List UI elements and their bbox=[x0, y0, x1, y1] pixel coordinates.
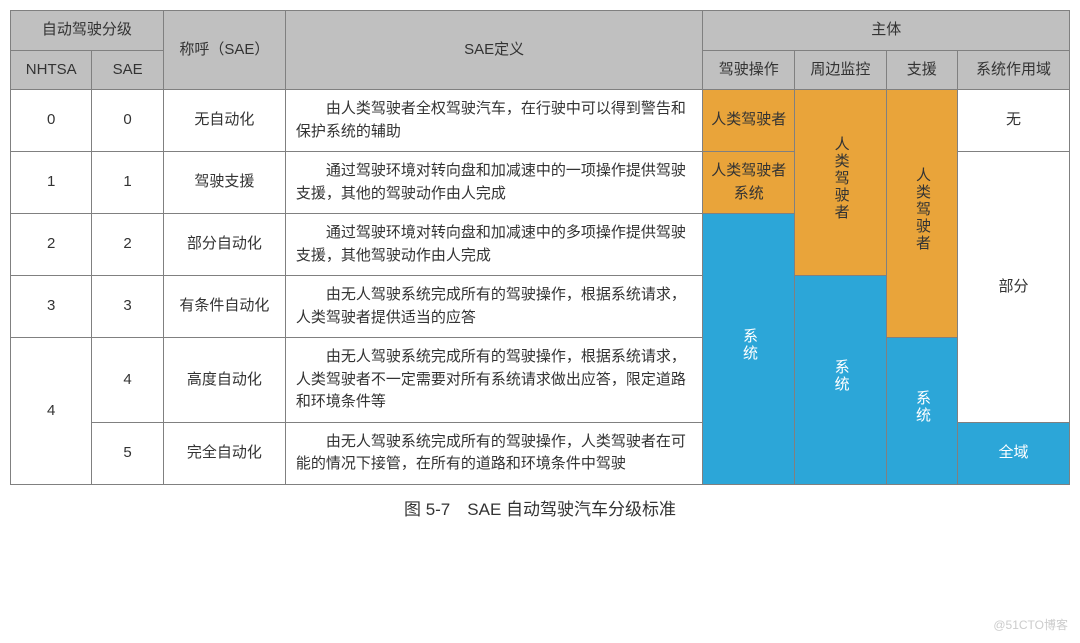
support-system-text: 系统 bbox=[911, 390, 934, 424]
cell-scope-none: 无 bbox=[957, 90, 1069, 152]
hdr-driving: 驾驶操作 bbox=[703, 50, 795, 90]
cell-nhtsa-4: 4 bbox=[11, 338, 92, 485]
cell-monitor-human: 人类驾驶者 bbox=[795, 90, 887, 276]
sae-levels-table: 自动驾驶分级 称呼（SAE） SAE定义 主体 NHTSA SAE 驾驶操作 周… bbox=[10, 10, 1070, 485]
hdr-name: 称呼（SAE） bbox=[163, 11, 285, 90]
table-row: 4 4 高度自动化 由无人驾驶系统完成所有的驾驶操作，根据系统请求，人类驾驶者不… bbox=[11, 338, 1070, 423]
cell-scope-partial: 部分 bbox=[957, 152, 1069, 423]
cell-name-4: 高度自动化 bbox=[163, 338, 285, 423]
watermark: @51CTO博客 bbox=[993, 616, 1068, 633]
cell-nhtsa-2: 2 bbox=[11, 214, 92, 276]
cell-def-0: 由人类驾驶者全权驾驶汽车，在行驶中可以得到警告和保护系统的辅助 bbox=[285, 90, 702, 152]
cell-sae-4: 4 bbox=[92, 338, 163, 423]
cell-name-0: 无自动化 bbox=[163, 90, 285, 152]
cell-name-2: 部分自动化 bbox=[163, 214, 285, 276]
cell-support-system: 系统 bbox=[886, 338, 957, 485]
hdr-definition: SAE定义 bbox=[285, 11, 702, 90]
hdr-scope: 系统作用域 bbox=[957, 50, 1069, 90]
cell-name-5: 完全自动化 bbox=[163, 422, 285, 484]
cell-name-1: 驾驶支援 bbox=[163, 152, 285, 214]
cell-name-3: 有条件自动化 bbox=[163, 276, 285, 338]
cell-nhtsa-0: 0 bbox=[11, 90, 92, 152]
cell-driving-1: 人类驾驶者系统 bbox=[703, 152, 795, 214]
monitor-system-text: 系统 bbox=[829, 359, 852, 393]
hdr-monitor: 周边监控 bbox=[795, 50, 887, 90]
monitor-human-text: 人类驾驶者 bbox=[829, 136, 852, 221]
cell-nhtsa-3: 3 bbox=[11, 276, 92, 338]
cell-sae-1: 1 bbox=[92, 152, 163, 214]
figure-caption: 图 5-7 SAE 自动驾驶汽车分级标准 bbox=[10, 495, 1070, 520]
hdr-support: 支援 bbox=[886, 50, 957, 90]
cell-def-4: 由无人驾驶系统完成所有的驾驶操作，根据系统请求，人类驾驶者不一定需要对所有系统请… bbox=[285, 338, 702, 423]
cell-sae-5: 5 bbox=[92, 422, 163, 484]
hdr-group-level: 自动驾驶分级 bbox=[11, 11, 164, 51]
cell-sae-0: 0 bbox=[92, 90, 163, 152]
cell-def-5: 由无人驾驶系统完成所有的驾驶操作，人类驾驶者在可能的情况下接管，在所有的道路和环… bbox=[285, 422, 702, 484]
driving-system-text: 系统 bbox=[737, 328, 760, 362]
cell-scope-full: 全域 bbox=[957, 422, 1069, 484]
cell-support-human: 人类驾驶者 bbox=[886, 90, 957, 338]
cell-sae-2: 2 bbox=[92, 214, 163, 276]
hdr-sae: SAE bbox=[92, 50, 163, 90]
cell-def-2: 通过驾驶环境对转向盘和加减速中的多项操作提供驾驶支援，其他驾驶动作由人完成 bbox=[285, 214, 702, 276]
cell-def-3: 由无人驾驶系统完成所有的驾驶操作，根据系统请求，人类驾驶者提供适当的应答 bbox=[285, 276, 702, 338]
table-row: 0 0 无自动化 由人类驾驶者全权驾驶汽车，在行驶中可以得到警告和保护系统的辅助… bbox=[11, 90, 1070, 152]
support-human-text: 人类驾驶者 bbox=[911, 167, 934, 252]
cell-driving-system: 系统 bbox=[703, 214, 795, 485]
cell-monitor-system: 系统 bbox=[795, 276, 887, 485]
cell-sae-3: 3 bbox=[92, 276, 163, 338]
cell-driving-0: 人类驾驶者 bbox=[703, 90, 795, 152]
cell-nhtsa-1: 1 bbox=[11, 152, 92, 214]
cell-def-1: 通过驾驶环境对转向盘和加减速中的一项操作提供驾驶支援，其他的驾驶动作由人完成 bbox=[285, 152, 702, 214]
hdr-nhtsa: NHTSA bbox=[11, 50, 92, 90]
hdr-group-body: 主体 bbox=[703, 11, 1070, 51]
